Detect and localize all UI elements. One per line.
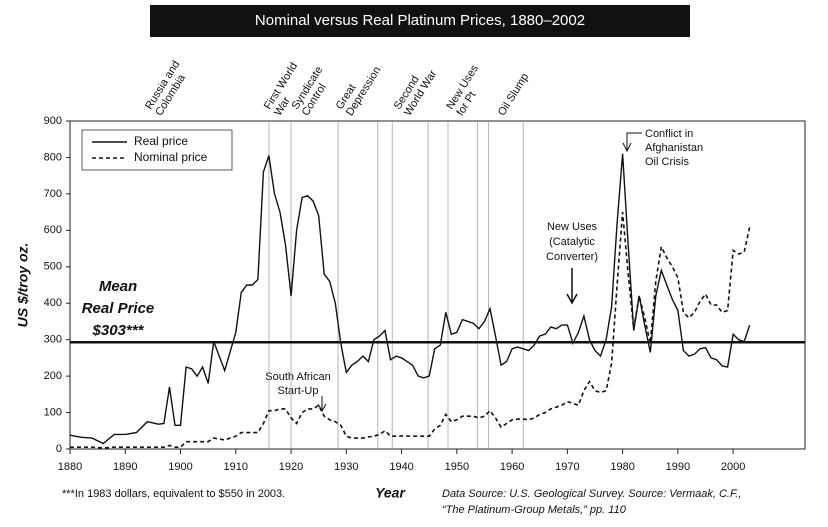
- source: Data Source: U.S. Geological Survey. Sou…: [442, 488, 741, 500]
- annotation: South African: [265, 371, 330, 383]
- x-tick-label: 1890: [113, 461, 137, 473]
- arrow: [317, 396, 327, 413]
- x-tick-label: 1900: [168, 461, 192, 473]
- chart-title: Nominal versus Real Platinum Prices, 188…: [255, 12, 585, 29]
- annotation: Afghanistan: [645, 142, 703, 154]
- title-bar: [150, 5, 690, 37]
- annotation: (Catalytic: [549, 236, 595, 248]
- annotation: Conflict in: [645, 128, 693, 140]
- x-tick-label: 1990: [666, 461, 690, 473]
- series-line: [70, 212, 751, 449]
- arrow: [566, 268, 578, 305]
- y-tick-label: 0: [56, 443, 62, 455]
- legend-label: Real price: [134, 134, 188, 148]
- y-tick-label: 800: [44, 151, 62, 163]
- y-tick-label: 500: [44, 261, 62, 273]
- x-tick-label: 1940: [389, 461, 413, 473]
- y-tick-label: 300: [44, 334, 62, 346]
- mean-label: Real Price: [82, 300, 155, 317]
- y-tick-label: 200: [44, 370, 62, 382]
- x-tick-label: 2000: [721, 461, 745, 473]
- event-label-line: Oil Slump: [496, 71, 531, 118]
- x-tick-label: 1930: [334, 461, 358, 473]
- series-line: [69, 153, 751, 445]
- annotation: Converter): [546, 251, 598, 263]
- y-tick-label: 900: [44, 115, 62, 127]
- event-label: Oil Slump: [496, 71, 531, 118]
- x-tick-label: 1880: [58, 461, 82, 473]
- source: “The Platinum-Group Metals,” pp. 110: [442, 504, 627, 516]
- x-tick-label: 1920: [279, 461, 303, 473]
- x-tick-label: 1950: [445, 461, 469, 473]
- x-tick-label: 1960: [500, 461, 524, 473]
- arrow: [622, 132, 642, 153]
- footnote: ***In 1983 dollars, equivalent to $550 i…: [62, 488, 285, 500]
- annotation: Start-Up: [278, 385, 319, 397]
- legend-box: [81, 129, 233, 171]
- mean-label: $303***: [92, 322, 145, 339]
- x-tick-label: 1910: [224, 461, 248, 473]
- y-tick-label: 400: [44, 297, 62, 309]
- annotation: Oil Crisis: [645, 156, 689, 168]
- x-axis-label: Year: [375, 485, 406, 501]
- y-tick-label: 600: [44, 224, 62, 236]
- y-tick-label: 700: [44, 188, 62, 200]
- x-tick-label: 1980: [610, 461, 634, 473]
- legend-label: Nominal price: [134, 150, 208, 164]
- mean-label: Mean: [99, 278, 137, 295]
- plot-frame: [69, 120, 806, 450]
- y-axis-label: US $/troy oz.: [15, 243, 31, 328]
- y-tick-label: 100: [44, 406, 62, 418]
- x-tick-label: 1970: [555, 461, 579, 473]
- annotation: New Uses: [547, 221, 598, 233]
